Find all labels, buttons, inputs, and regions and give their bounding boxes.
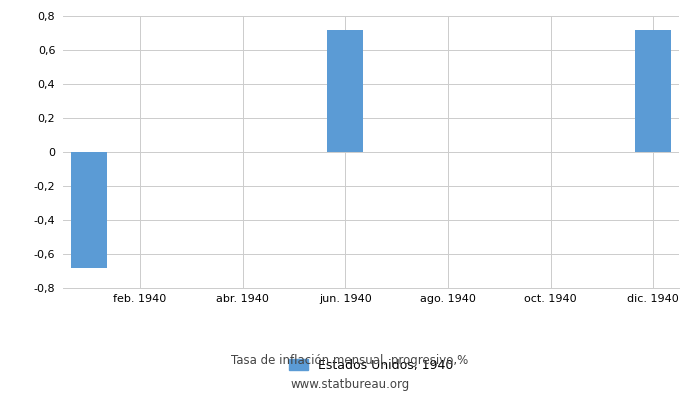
Legend: Estados Unidos, 1940: Estados Unidos, 1940 [284,354,458,377]
Bar [71,152,106,268]
Text: Tasa de inflación mensual, progresivo,%: Tasa de inflación mensual, progresivo,% [232,354,468,367]
Text: www.statbureau.org: www.statbureau.org [290,378,410,391]
Bar [328,30,363,152]
Bar [636,30,671,152]
